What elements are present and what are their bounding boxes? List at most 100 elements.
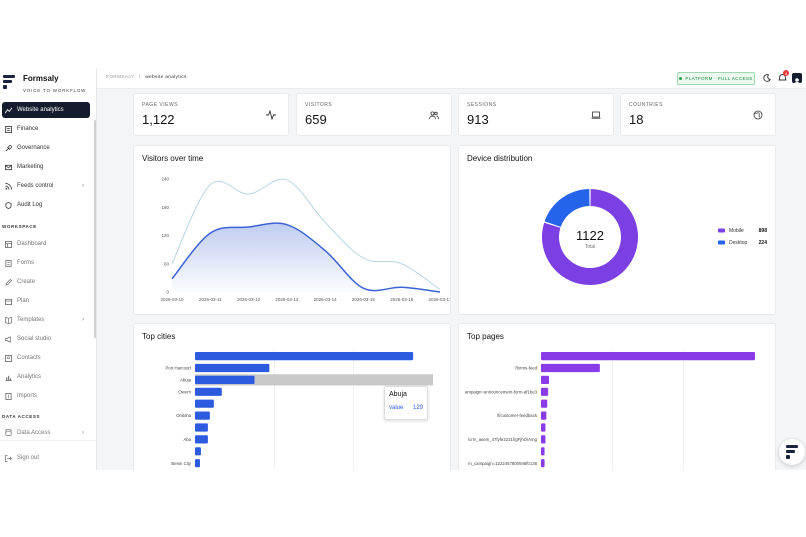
breadcrumb-root[interactable]: FORMSALY [106, 75, 135, 80]
sidebar-item-label: Finance [17, 126, 39, 132]
sidebar-item-templates[interactable]: Templates › [2, 312, 90, 328]
notifications-count-badge: 4 [783, 70, 789, 76]
users-icon [429, 111, 439, 120]
tooltip-value: 129 [412, 405, 423, 411]
calendar-icon [4, 297, 12, 305]
chart-title: Device distribution [467, 154, 533, 163]
breadcrumb-current: website analytics [145, 75, 187, 80]
access-badge-label: PLATFORM · FULL ACCESS [685, 76, 753, 81]
visitors-over-time-card: Visitors over time 0 60 120 180 240 2026-03-1… [133, 145, 451, 315]
sidebar-item-label: Plan [17, 298, 30, 304]
stat-card-page-views: PAGE VIEWS 1,122 [133, 93, 289, 136]
bar[interactable] [541, 375, 550, 384]
bar[interactable] [541, 411, 547, 420]
sidebar-item-website-analytics[interactable]: Website analytics [2, 102, 90, 118]
bar[interactable] [541, 447, 545, 456]
avatar[interactable] [792, 73, 802, 85]
donut-slice-mobile[interactable] [542, 189, 638, 285]
stat-label: VISITORS [305, 102, 333, 108]
sidebar-scrollbar[interactable] [94, 120, 96, 338]
sidebar-item-governance[interactable]: Governance [2, 140, 90, 156]
donut-total-value: 1122 [576, 228, 604, 243]
sidebar-item-label: Data Access [17, 430, 51, 436]
bar[interactable] [541, 363, 600, 373]
finance-icon [4, 125, 12, 133]
topbar: FORMSALY / website analytics PLATFORM · … [97, 68, 806, 89]
top-pages-bar-chart: /forms-feed ampaign=announcement-form-af1… [465, 350, 755, 470]
book-icon [4, 316, 12, 324]
floating-chat-button[interactable] [779, 439, 805, 465]
shield-icon [4, 201, 12, 209]
bar[interactable] [541, 435, 546, 444]
x-tick-label: 2026-03-17 [428, 297, 450, 302]
category-label: Owerri [178, 389, 191, 394]
sidebar-item-marketing[interactable]: Marketing [2, 159, 90, 175]
sidebar-item-imports[interactable]: Imports [2, 388, 90, 404]
brand[interactable]: Formsaly VOICE TO WORKFLOW [3, 72, 93, 96]
globe-icon [753, 110, 763, 120]
bar[interactable] [195, 387, 222, 396]
sidebar-item-contacts[interactable]: Contacts [2, 350, 90, 366]
bar[interactable] [195, 423, 208, 432]
sidebar-item-forms[interactable]: Forms [2, 255, 90, 271]
sidebar-item-analytics[interactable]: Analytics [2, 369, 90, 385]
top-pages-card: Top pages /forms-feed ampaign=announcemen… [458, 323, 776, 470]
laptop-icon [591, 111, 601, 119]
status-dot-icon [679, 77, 683, 80]
sidebar-item-feeds-control[interactable]: Feeds control › [2, 178, 90, 194]
stat-value: 18 [629, 112, 644, 127]
bar[interactable] [195, 459, 200, 468]
sidebar-item-label: Dashboard [17, 241, 47, 247]
category-label: Abuja [180, 378, 192, 383]
legend-value: 224 [759, 240, 768, 246]
donut-slice-desktop[interactable] [544, 189, 590, 227]
bar[interactable] [195, 352, 414, 361]
bar[interactable] [195, 411, 210, 420]
category-label: Port Harcourt [165, 366, 191, 371]
category-label: /crm_asem_47fyfe2231f/gFjhO/Amg [468, 437, 538, 442]
stat-card-countries: COUNTRIES 18 [620, 93, 776, 136]
sidebar-item-data-access[interactable]: Data Access › [2, 426, 90, 436]
sidebar-item-audit-log[interactable]: Audit Log [2, 197, 90, 213]
y-tick-label: 120 [161, 233, 169, 238]
bar[interactable] [195, 435, 208, 444]
bar[interactable] [541, 459, 545, 468]
sidebar-item-label: Audit Log [17, 202, 43, 208]
sign-out-button[interactable]: Sign out [2, 450, 90, 466]
breadcrumb-separator: / [139, 75, 141, 80]
chevron-right-icon: › [82, 430, 84, 436]
x-tick-label: 2026-03-13 [275, 297, 299, 302]
sidebar-item-label: Marketing [17, 164, 44, 170]
app-frame: Formsaly VOICE TO WORKFLOW Website analy… [0, 68, 806, 470]
formsaly-logo-icon [786, 445, 798, 459]
bar[interactable] [195, 447, 201, 456]
bar[interactable] [541, 399, 548, 408]
bar[interactable] [195, 399, 214, 408]
gavel-icon [4, 144, 12, 152]
sidebar-item-create[interactable]: Create [2, 274, 90, 290]
forms-icon [4, 259, 12, 267]
sidebar-item-finance[interactable]: Finance [2, 121, 90, 137]
sidebar-footer [0, 440, 96, 470]
bar[interactable] [541, 352, 755, 361]
moon-icon[interactable] [763, 74, 771, 82]
sidebar-item-plan[interactable]: Plan [2, 293, 90, 309]
category-label: ampaign=announcement-form-af1be3 [465, 389, 538, 394]
bar-hover-highlight [195, 374, 433, 386]
legend-swatch [718, 228, 725, 233]
sidebar-item-social-studio[interactable]: Social studio [2, 331, 90, 347]
bar[interactable] [541, 423, 546, 432]
visitors-line-chart: 0 60 120 180 240 2026-03-10 2026-03-11 2026-03-… [160, 177, 450, 303]
sidebar-item-label: Social studio [17, 336, 52, 342]
sidebar-item-dashboard[interactable]: Dashboard [2, 236, 90, 252]
bar[interactable] [195, 363, 270, 373]
series-area-primary [172, 223, 440, 292]
mail-icon [4, 163, 12, 171]
legend-value: 898 [759, 228, 768, 234]
category-label: Aba [183, 437, 191, 442]
bar[interactable] [195, 375, 255, 384]
bar[interactable] [541, 387, 549, 396]
dashboard-icon [4, 240, 12, 248]
stat-label: PAGE VIEWS [142, 102, 179, 108]
brand-tagline: VOICE TO WORKFLOW [23, 88, 87, 93]
